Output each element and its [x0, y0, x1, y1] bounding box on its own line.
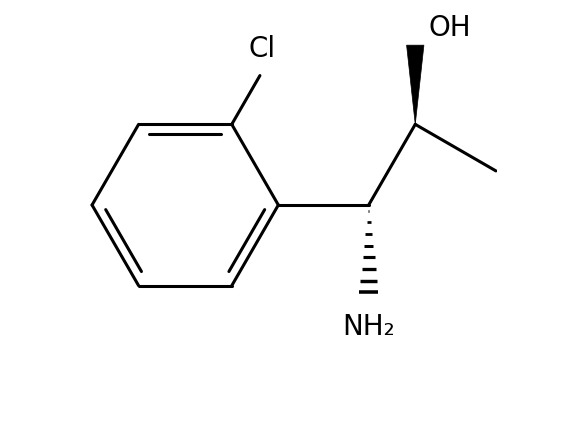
Text: NH₂: NH₂: [342, 313, 395, 341]
Polygon shape: [407, 45, 424, 124]
Text: Cl: Cl: [249, 35, 275, 63]
Text: OH: OH: [428, 14, 471, 42]
